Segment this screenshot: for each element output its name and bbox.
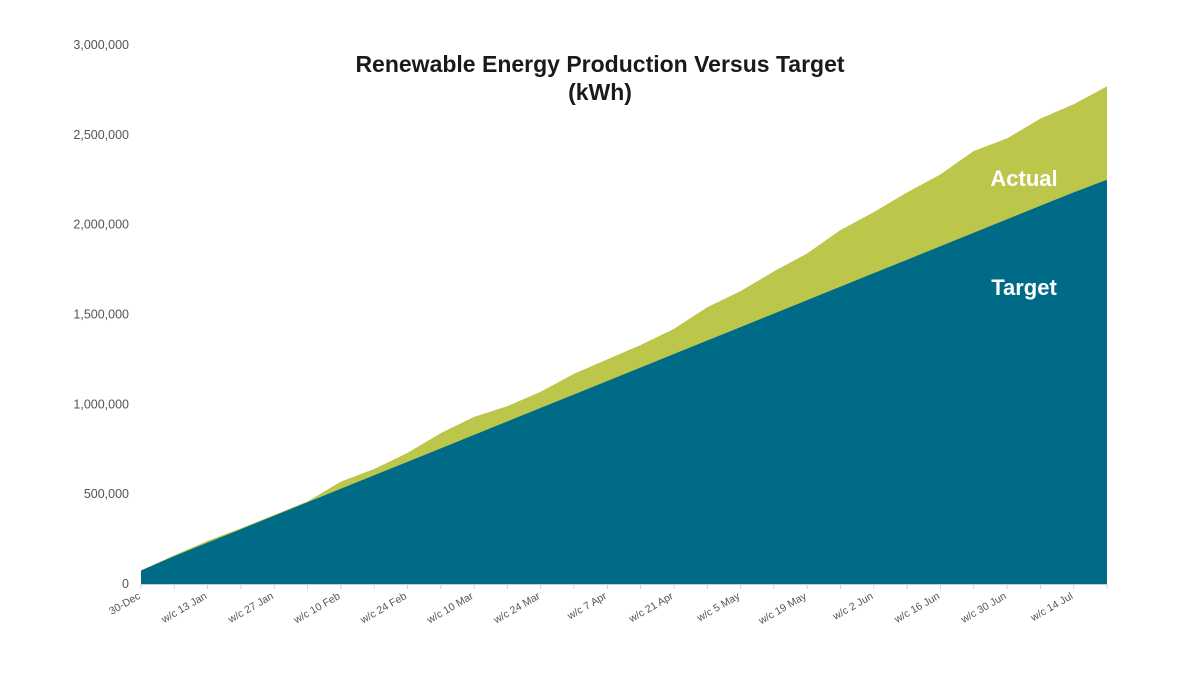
y-axis: 0 500,000 1,000,000 1,500,000 2,000,000 2,500… [73,38,129,591]
y-tick-label: 1,000,000 [73,397,129,411]
y-tick-label: 0 [122,577,129,591]
y-tick-label: 2,000,000 [73,218,129,232]
y-tick-label: 2,500,000 [73,128,129,142]
chart-title-line-2: (kWh) [568,79,632,105]
x-tick-label: w/c 24 Mar [491,590,543,627]
y-tick-label: 1,500,000 [73,308,129,322]
x-tick-label: w/c 7 Apr [565,590,610,623]
x-tick-label: w/c 27 Jan [225,590,275,626]
x-tick-label: w/c 14 Jul [1028,590,1075,624]
x-tick-label: w/c 2 Jun [830,590,875,623]
x-tick-label: 30-Dec [107,590,142,617]
x-tick-label: w/c 30 Jun [958,590,1008,626]
y-tick-label: 500,000 [84,487,129,501]
x-tick-label: w/c 5 May [694,590,742,625]
x-tick-label: w/c 13 Jan [159,590,209,626]
target-area [141,179,1107,584]
x-tick-label: w/c 10 Mar [424,590,476,627]
y-tick-label: 3,000,000 [73,38,129,52]
x-tick-label: w/c 10 Feb [291,590,342,627]
x-tick-label: w/c 21 Apr [626,590,676,626]
chart-title-line-1: Renewable Energy Production Versus Targe… [355,51,844,77]
x-tick-label: w/c 24 Feb [358,590,409,627]
plot-area [141,86,1107,584]
x-tick-label: w/c 19 May [756,590,810,628]
x-tick-label: w/c 16 Jun [892,590,942,626]
series-label-actual: Actual [990,166,1057,191]
x-axis: 30-Dec w/c 13 Jan w/c 27 Jan w/c 10 Feb w/c … [107,584,1108,628]
series-label-target: Target [991,275,1057,300]
